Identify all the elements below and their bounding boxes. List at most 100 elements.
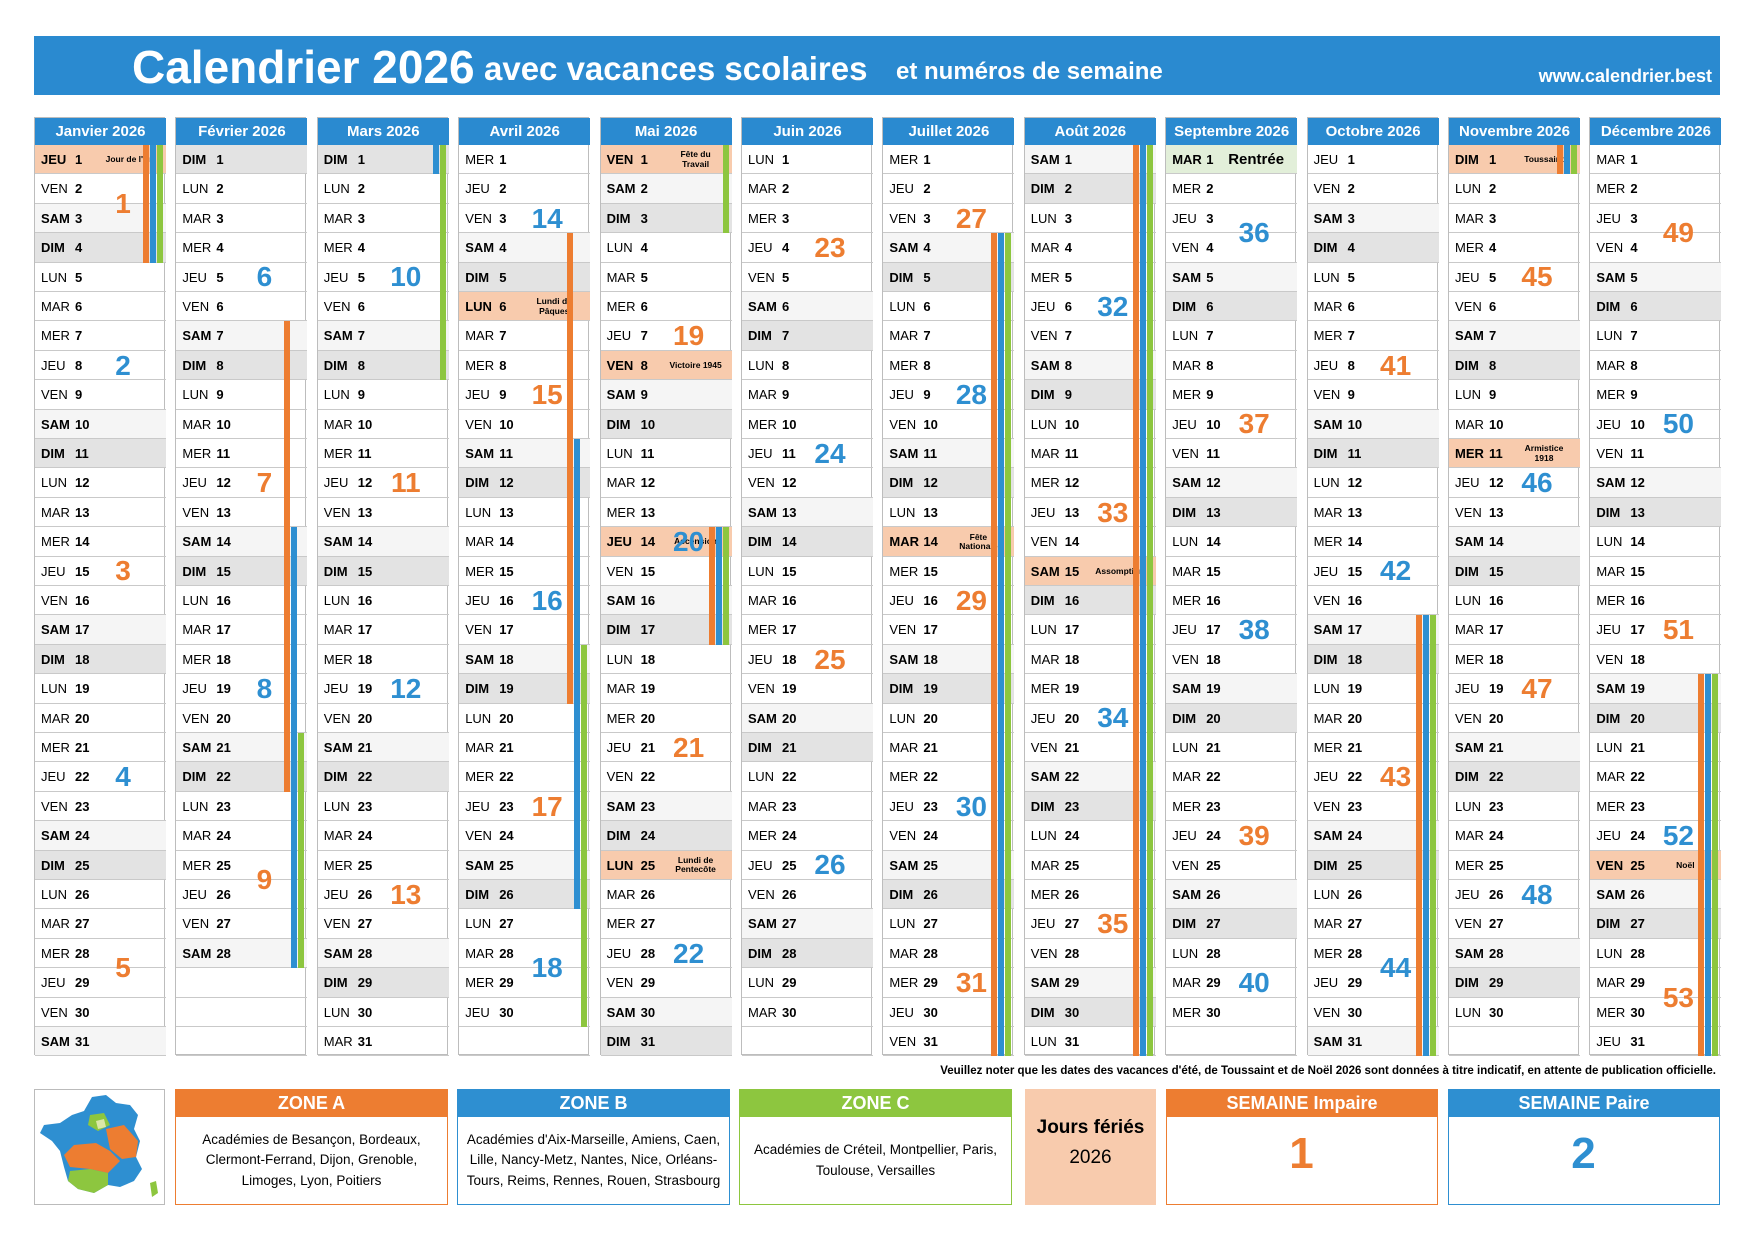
day-number: 15 — [640, 563, 656, 579]
day-number: 3 — [1347, 210, 1355, 226]
day-number: 6 — [216, 299, 224, 314]
weekday: DIM — [465, 887, 490, 902]
day-row: SAM 5 — [1166, 262, 1298, 292]
weekday: MAR — [606, 475, 636, 491]
day-row: LUN 21 — [1166, 733, 1298, 763]
day-row: VEN 13 — [176, 498, 308, 528]
day-number: 15 — [1064, 563, 1080, 579]
day-row: JEU 26 — [317, 880, 449, 910]
weekday: MAR — [748, 1004, 777, 1020]
week-number: 31 — [955, 966, 987, 998]
weekday: JEU — [1596, 1034, 1621, 1049]
weekday: DIM — [1455, 357, 1479, 373]
day-row: DIM 11 — [35, 439, 166, 469]
weekday: VEN — [182, 916, 210, 932]
day-row: DIM 29 — [317, 968, 449, 998]
week-number: 21 — [673, 731, 705, 763]
day-row: MAR 17 — [1449, 615, 1580, 645]
weekday: SAM — [1455, 740, 1484, 755]
day-number: 2 — [499, 181, 507, 197]
day-number: 2 — [1347, 181, 1355, 197]
day-number: 2 — [640, 181, 648, 197]
day-number: 14 — [1630, 534, 1645, 550]
day-number: 9 — [216, 387, 224, 403]
day-row: MER 8 — [459, 351, 591, 381]
weekday: JEU — [465, 387, 490, 403]
day-number: 5 — [1064, 269, 1073, 285]
weekday: LUN — [182, 387, 209, 403]
week-number: 40 — [1238, 966, 1270, 998]
day-row: LUN 30 — [317, 998, 449, 1027]
day-row: LUN 24 — [1024, 821, 1156, 851]
day-number: 29 — [75, 975, 90, 991]
day-row: MAR 14 — [459, 527, 591, 557]
day-number: 15 — [1347, 563, 1363, 579]
day-number: 23 — [1347, 798, 1363, 814]
week-number: 5 — [115, 952, 131, 984]
weekday: DIM — [889, 475, 914, 491]
day-number: 3 — [216, 210, 224, 226]
weekday: JEU — [1172, 828, 1197, 844]
day-number: 7 — [1630, 328, 1638, 344]
weekday: JEU — [1596, 828, 1621, 844]
day-row: MER 28 — [35, 939, 166, 969]
weekday: MER — [1596, 1004, 1626, 1020]
day-row: MAR 10 — [317, 410, 449, 439]
day-number: 7 — [1489, 328, 1497, 344]
day-number: 17 — [1347, 622, 1363, 638]
day-number: 7 — [1064, 328, 1073, 344]
day-number: 1 — [357, 152, 366, 167]
weekday: VEN — [1172, 446, 1199, 461]
day-row: JEU 24 — [1166, 821, 1298, 851]
weekday: DIM — [1455, 152, 1479, 167]
day-number: 31 — [357, 1034, 373, 1049]
day-number: 5 — [782, 269, 790, 285]
weekday: VEN — [465, 828, 492, 844]
day-row: VEN 29 — [600, 968, 732, 998]
day-number: 10 — [216, 416, 231, 432]
weekday: JEU — [1596, 416, 1621, 432]
day-number: 17 — [216, 622, 231, 638]
day-number: 19 — [1206, 681, 1221, 697]
day-row: JEU 19 — [317, 674, 449, 704]
weekday: VEN — [606, 152, 634, 167]
day-number: 5 — [1630, 269, 1638, 285]
weekday: VEN — [465, 210, 492, 226]
day-number: 20 — [782, 710, 797, 726]
day-number: 1 — [75, 152, 83, 167]
day-number: 6 — [1347, 299, 1355, 314]
weekday: DIM — [1172, 504, 1197, 520]
weekday: LUN — [323, 181, 350, 197]
vacation-bar — [298, 733, 305, 969]
day-number: 13 — [640, 504, 656, 520]
day-number: 2 — [1489, 181, 1497, 197]
day-number: 18 — [923, 651, 938, 667]
day-row: VEN 11 — [1590, 439, 1722, 469]
weekday: LUN — [323, 387, 350, 403]
day-row: DIM 26 — [459, 880, 591, 910]
day-number: 26 — [640, 887, 656, 902]
weekday: DIM — [606, 1034, 631, 1049]
weekday: MER — [606, 299, 636, 314]
weekday: VEN — [182, 710, 210, 726]
day-row: JEU 25 — [742, 851, 873, 880]
day-number: 25 — [75, 857, 90, 873]
day-number: 15 — [1206, 563, 1221, 579]
day-number: 16 — [357, 593, 373, 608]
weekday: JEU — [41, 563, 66, 579]
day-number: 17 — [1630, 622, 1645, 638]
zone-academies: Académies de Créteil, Montpellier, Paris… — [739, 1117, 1012, 1205]
day-row: MER 7 — [35, 321, 166, 351]
day-row: VEN 21 — [1024, 733, 1156, 763]
weekday: MAR — [182, 828, 212, 844]
weekday: MER — [1313, 534, 1343, 550]
day-number: 13 — [499, 504, 514, 520]
day-number: 24 — [1347, 828, 1363, 844]
holiday-label: Lundi de Pâques — [536, 296, 572, 316]
day-number: 28 — [1630, 945, 1645, 961]
day-number: 30 — [923, 1004, 938, 1020]
day-row: LUN 28 — [1590, 939, 1722, 969]
weekday: VEN — [606, 975, 634, 991]
day-number: 17 — [923, 622, 938, 638]
day-number: 1 — [1206, 152, 1214, 167]
